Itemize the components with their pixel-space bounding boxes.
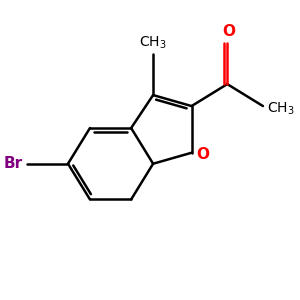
Text: CH$_3$: CH$_3$ (139, 35, 167, 51)
Text: CH$_3$: CH$_3$ (267, 100, 295, 117)
Text: Br: Br (4, 156, 23, 171)
Text: O: O (222, 24, 235, 39)
Text: O: O (196, 147, 209, 162)
